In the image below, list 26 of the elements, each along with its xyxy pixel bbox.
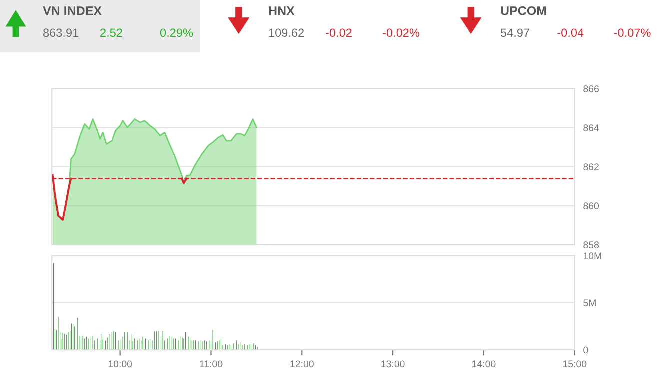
text: 54.97 <box>500 28 530 38</box>
text: HNX <box>269 6 295 16</box>
text: -0.04 <box>558 28 584 38</box>
y-tick-label: 866 <box>584 86 599 92</box>
text: VN INDEX <box>43 6 102 16</box>
x-tick-label: 11:00 <box>200 360 223 368</box>
text: UPCOM <box>501 6 546 16</box>
y-tick-label: 5M <box>584 300 596 307</box>
y-tick-label: 10M <box>584 252 602 260</box>
text: 2.52 <box>100 28 122 38</box>
y-tick-label: 860 <box>584 202 600 210</box>
y-tick-label: 0 <box>584 346 588 354</box>
text: -0.02% <box>383 28 420 38</box>
text: 0.29% <box>160 28 194 38</box>
text: -0.02 <box>326 28 352 38</box>
x-tick-label: 13:00 <box>382 360 405 368</box>
text: -0.07% <box>614 28 651 38</box>
x-tick-label: 15:00 <box>563 360 587 368</box>
text: 863.91 <box>44 28 79 38</box>
y-tick-label: 858 <box>584 242 599 249</box>
x-tick-label: 14:00 <box>472 360 496 368</box>
x-tick-label: 12:00 <box>290 360 314 368</box>
x-tick-label: 10:00 <box>108 360 132 368</box>
y-tick-label: 862 <box>584 164 599 171</box>
y-tick-label: 864 <box>584 124 600 132</box>
text: 109.62 <box>269 28 304 38</box>
